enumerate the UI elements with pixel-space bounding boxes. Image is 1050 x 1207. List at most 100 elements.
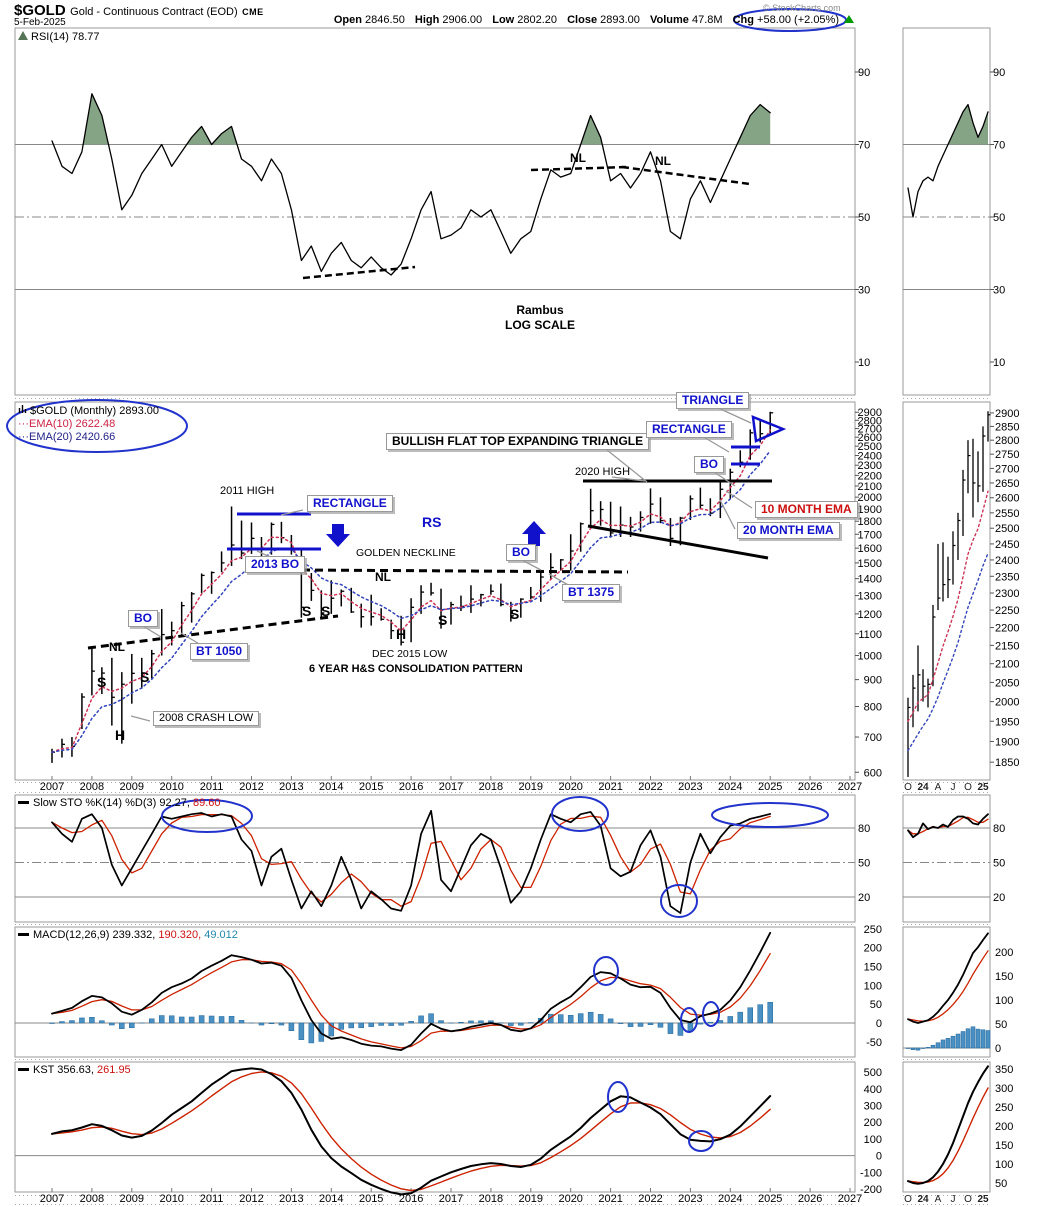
low-value: 2802.20	[517, 14, 558, 26]
svg-text:2150: 2150	[995, 640, 1019, 652]
svg-text:900: 900	[864, 675, 882, 687]
svg-text:O: O	[904, 1194, 912, 1205]
svg-text:1950: 1950	[995, 716, 1019, 728]
svg-text:2650: 2650	[995, 478, 1019, 490]
shoulder-letter: S	[510, 606, 520, 622]
svg-text:2200: 2200	[995, 623, 1019, 635]
svg-text:20: 20	[858, 892, 870, 904]
macd-signal-value: 190.320,	[158, 929, 202, 941]
svg-text:100: 100	[995, 1159, 1013, 1171]
svg-text:25: 25	[977, 1194, 989, 1205]
svg-text:-200: -200	[860, 1184, 882, 1196]
svg-text:2009: 2009	[120, 781, 144, 793]
annotation-hs-pattern: 6 YEAR H&S CONSOLIDATION PATTERN	[309, 663, 523, 675]
macd-legend: MACD(12,26,9) 239.332, 190.320, 49.012	[18, 929, 238, 941]
symbol-name: Gold - Continuous Contract (EOD)	[70, 6, 238, 18]
svg-text:800: 800	[864, 702, 882, 714]
symbol: $GOLD	[14, 2, 66, 19]
svg-text:A: A	[935, 782, 942, 793]
svg-text:70: 70	[858, 140, 870, 152]
svg-text:2300: 2300	[995, 588, 1019, 600]
svg-text:1600: 1600	[858, 543, 882, 555]
macd-line-icon	[18, 932, 29, 936]
annotation-rectangle-left: RECTANGLE	[307, 495, 393, 512]
annotation-bt-1050: BT 1050	[190, 643, 249, 660]
svg-text:500: 500	[864, 1067, 882, 1079]
sto-legend: Slow STO %K(14) %D(3) 92.27, 89.60	[18, 797, 221, 809]
chg-label: Chg	[732, 14, 754, 26]
svg-text:20: 20	[993, 892, 1005, 904]
high-label: High	[414, 14, 440, 26]
svg-text:2700: 2700	[858, 424, 882, 436]
annotation-bt-1375: BT 1375	[562, 584, 621, 601]
annotation-2013-bo: 2013 BO	[245, 556, 306, 573]
head-letter: H	[115, 727, 126, 743]
annotation-bo-right: BO	[694, 456, 724, 473]
svg-text:2010: 2010	[159, 781, 183, 793]
svg-text:50: 50	[858, 858, 870, 870]
svg-text:24: 24	[917, 1194, 929, 1205]
annotation-rs: RS	[422, 514, 442, 530]
svg-text:-50: -50	[866, 1037, 882, 1049]
svg-text:1000: 1000	[858, 651, 882, 663]
annotation-triangle: TRIANGLE	[676, 392, 750, 409]
annotation-bullish-triangle: BULLISH FLAT TOP EXPANDING TRIANGLE	[386, 433, 650, 450]
sto-k-value: 92.27,	[159, 797, 190, 809]
svg-text:2014: 2014	[319, 781, 343, 793]
svg-text:J: J	[951, 1194, 956, 1205]
annotation-2020-high: 2020 HIGH	[575, 466, 631, 478]
svg-text:50: 50	[995, 1019, 1007, 1031]
kst-legend: KST 356.63, 261.95	[18, 1064, 131, 1076]
chart-date: 5-Feb-2025	[14, 17, 66, 28]
svg-text:2500: 2500	[995, 523, 1019, 535]
svg-text:2026: 2026	[798, 781, 822, 793]
macd-hist-value: 49.012	[204, 929, 238, 941]
svg-text:2600: 2600	[995, 493, 1019, 505]
svg-text:100: 100	[864, 1134, 882, 1146]
svg-text:2300: 2300	[858, 460, 882, 472]
quote-strip: Open 2846.50 High 2906.00 Low 2802.20 Cl…	[327, 14, 854, 26]
svg-text:200: 200	[995, 947, 1013, 959]
svg-text:2008: 2008	[80, 1193, 104, 1205]
svg-text:2015: 2015	[359, 781, 383, 793]
svg-text:O: O	[904, 782, 912, 793]
svg-text:2026: 2026	[798, 1193, 822, 1205]
sto-d-value: 89.60	[193, 797, 221, 809]
svg-text:2022: 2022	[638, 1193, 662, 1205]
svg-text:2027: 2027	[838, 781, 862, 793]
high-value: 2906.00	[442, 14, 483, 26]
svg-text:2050: 2050	[995, 677, 1019, 689]
svg-text:150: 150	[995, 1140, 1013, 1152]
kst-signal-value: 261.95	[97, 1064, 131, 1076]
svg-text:2012: 2012	[239, 781, 263, 793]
svg-text:A: A	[935, 1194, 942, 1205]
svg-text:2800: 2800	[858, 415, 882, 427]
svg-text:30: 30	[858, 285, 870, 297]
annotation-dec-2015-low: DEC 2015 LOW	[372, 648, 448, 660]
svg-text:0: 0	[876, 1151, 882, 1163]
svg-text:2600: 2600	[858, 432, 882, 444]
svg-text:80: 80	[993, 823, 1005, 835]
svg-text:2700: 2700	[995, 463, 1019, 475]
svg-text:2250: 2250	[995, 605, 1019, 617]
svg-text:2350: 2350	[995, 571, 1019, 583]
svg-text:25: 25	[977, 782, 989, 793]
svg-text:2018: 2018	[479, 781, 503, 793]
svg-text:24: 24	[917, 782, 929, 793]
shoulder-letter: S	[321, 603, 331, 619]
open-value: 2846.50	[365, 14, 405, 26]
svg-text:1700: 1700	[858, 529, 882, 541]
svg-text:90: 90	[858, 67, 870, 79]
svg-text:400: 400	[864, 1084, 882, 1096]
svg-text:1300: 1300	[858, 591, 882, 603]
svg-text:600: 600	[864, 767, 882, 779]
svg-text:2024: 2024	[718, 781, 742, 793]
svg-text:2025: 2025	[758, 1193, 782, 1205]
svg-text:2200: 2200	[858, 470, 882, 482]
svg-text:1200: 1200	[858, 609, 882, 621]
chart-header: $GOLD Gold - Continuous Contract (EOD) C…	[14, 2, 264, 20]
svg-text:50: 50	[993, 212, 1005, 224]
svg-text:2900: 2900	[858, 407, 882, 419]
svg-text:2011: 2011	[200, 781, 224, 793]
kst-line-icon	[18, 1067, 29, 1071]
